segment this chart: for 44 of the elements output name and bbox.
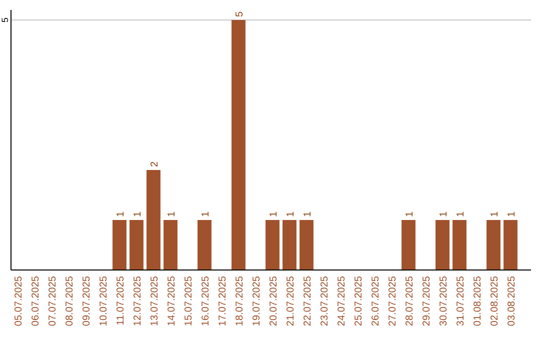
- x-tick-label: 17.07.2025: [218, 276, 228, 326]
- x-tick-label: 06.07.2025: [30, 276, 42, 326]
- x-tick-label: 07.07.2025: [48, 276, 58, 326]
- data-label: 5: [234, 11, 246, 17]
- data-label: 2: [150, 161, 160, 167]
- x-tick-label: 18.07.2025: [234, 276, 246, 326]
- x-tick-label: 30.07.2025: [438, 276, 450, 326]
- x-tick-label: 09.07.2025: [82, 276, 92, 326]
- x-tick-label: 24.07.2025: [336, 276, 348, 326]
- x-tick-label: 01.08.2025: [472, 276, 484, 326]
- data-label: 1: [302, 211, 314, 217]
- x-tick-label: 22.07.2025: [302, 276, 314, 326]
- x-tick-label: 27.07.2025: [388, 276, 398, 326]
- x-tick-label: 16.07.2025: [200, 276, 212, 326]
- data-label: 1: [132, 211, 144, 217]
- data-label: 1: [116, 211, 126, 217]
- x-tick-label: 11.07.2025: [116, 276, 126, 326]
- data-label: 1: [438, 211, 450, 217]
- x-tick-label: 05.07.2025: [14, 276, 24, 326]
- data-label: 1: [166, 211, 178, 217]
- x-tick-label: 20.07.2025: [268, 276, 280, 326]
- x-tick-label: 29.07.2025: [422, 276, 432, 326]
- x-tick-label: 15.07.2025: [184, 276, 194, 326]
- x-tick-label: 25.07.2025: [354, 276, 364, 326]
- x-tick-label: 08.07.2025: [64, 276, 76, 326]
- data-label: 1: [200, 211, 212, 217]
- x-tick-label: 13.07.2025: [150, 276, 160, 326]
- x-tick-label: 28.07.2025: [404, 276, 416, 326]
- data-label: 1: [268, 211, 280, 217]
- x-tick-label: 31.07.2025: [456, 276, 466, 326]
- x-tick-label: 12.07.2025: [132, 276, 144, 326]
- data-label: 1: [286, 211, 296, 217]
- x-tick-label: 21.07.2025: [286, 276, 296, 326]
- x-tick-label: 19.07.2025: [252, 276, 262, 326]
- x-tick-label: 23.07.2025: [320, 276, 330, 326]
- x-tick-label: 02.08.2025: [490, 276, 500, 326]
- data-label: 1: [506, 211, 518, 217]
- x-tick-label: 14.07.2025: [166, 276, 178, 326]
- data-label: 1: [490, 211, 500, 217]
- data-label: 1: [456, 211, 466, 217]
- x-tick-label: 26.07.2025: [370, 276, 382, 326]
- x-tick-label: 10.07.2025: [98, 276, 110, 326]
- x-tick-label: 03.08.2025: [506, 276, 518, 326]
- data-label: 1: [404, 211, 416, 217]
